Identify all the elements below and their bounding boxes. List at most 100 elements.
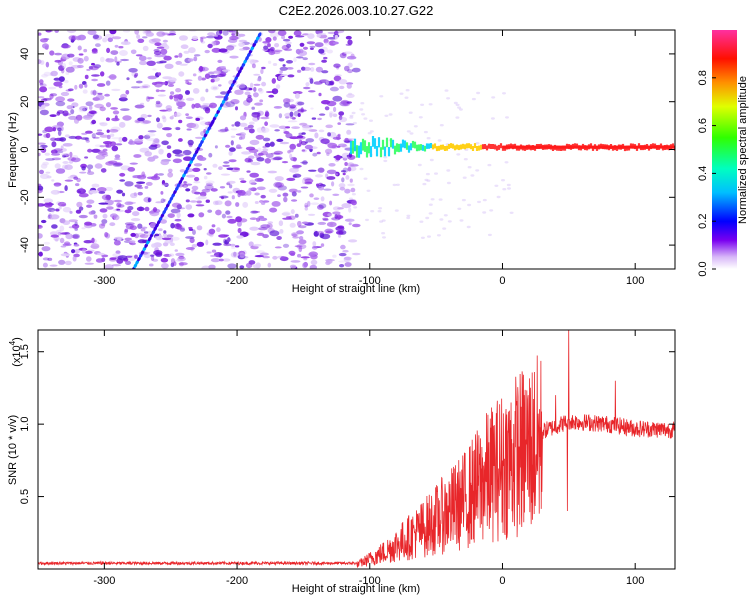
spectrogram-noise-cell bbox=[162, 116, 167, 123]
spectrogram-noise-cell bbox=[302, 57, 309, 61]
spectrogram-noise-cell bbox=[43, 241, 51, 245]
spectrogram-noise-cell bbox=[86, 164, 94, 170]
spectrogram-noise-cell bbox=[344, 162, 348, 166]
spectrogram-noise-cell bbox=[332, 95, 343, 102]
spectrogram-noise-cell bbox=[99, 208, 108, 213]
colorbar: 0.0 0.2 0.4 0.6 0.8 Normalized spectral ampl… bbox=[697, 30, 749, 277]
spectrogram-noise-cell bbox=[127, 167, 136, 172]
spectrogram-noise-cell bbox=[78, 46, 82, 51]
spectrogram-noise-cell bbox=[281, 44, 290, 51]
spectrogram-noise-cell bbox=[87, 148, 93, 153]
spectrogram-noise-cell bbox=[175, 60, 182, 65]
spectrogram-noise-cell bbox=[83, 240, 93, 244]
spectrogram-noise-cell bbox=[157, 173, 164, 176]
spectrogram-noise-cell bbox=[134, 104, 145, 109]
spectrogram-noise-cell bbox=[302, 160, 308, 165]
spectrogram-noise-cell bbox=[160, 257, 169, 263]
spectrogram-noise-cell bbox=[177, 256, 186, 262]
spectrogram-noise-cell bbox=[136, 34, 141, 39]
spectrogram-noise-cell bbox=[122, 115, 132, 121]
x-tick-label: -100 bbox=[359, 275, 381, 287]
spectrogram-noise-cell bbox=[117, 209, 124, 213]
spectrogram-noise-cell bbox=[252, 243, 262, 247]
spectrogram-noise-cell bbox=[338, 183, 346, 188]
spectrogram-noise-cell bbox=[304, 181, 313, 185]
x-tick-label: -200 bbox=[226, 575, 248, 587]
spectrogram-noise-cell bbox=[164, 63, 174, 69]
spectrogram-noise-cell bbox=[49, 114, 57, 117]
spectrogram-noise-cell bbox=[105, 58, 115, 63]
spectrogram-noise-cell bbox=[301, 124, 312, 129]
spectrogram-noise-cell bbox=[313, 231, 319, 237]
spectrogram-noise-cell bbox=[456, 153, 461, 156]
spectrogram-noise-cell bbox=[333, 63, 341, 68]
spectrogram-noise-cell bbox=[62, 161, 69, 164]
spectrogram-noise-cell bbox=[144, 253, 151, 259]
spectrogram-noise-cell bbox=[281, 212, 290, 216]
spectrogram-noise-cell bbox=[198, 212, 205, 218]
spectrogram-noise-cell bbox=[292, 236, 300, 239]
spectrogram-noise-cell bbox=[203, 106, 210, 111]
spectrogram-noise-cell bbox=[230, 140, 234, 146]
spectrogram-noise-cell bbox=[84, 221, 93, 226]
spectrogram-noise-cell bbox=[64, 260, 72, 266]
spectrogram-track-cell bbox=[257, 32, 262, 38]
spectrogram-noise-cell bbox=[298, 239, 307, 245]
spectrogram-noise-cell bbox=[325, 230, 333, 234]
spectrogram-noise-cell bbox=[161, 42, 168, 48]
spectrogram-noise-cell bbox=[273, 106, 283, 109]
spectrogram-noise-cell bbox=[323, 38, 329, 44]
spectrogram-noise-cell bbox=[282, 64, 286, 67]
spectrogram-noise-cell bbox=[347, 166, 352, 172]
x-tick-label: -300 bbox=[93, 275, 115, 287]
snr-x-label: Height of straight line (km) bbox=[292, 583, 420, 595]
spectrogram-noise-cell bbox=[338, 111, 345, 116]
spectrogram-noise-cell bbox=[118, 97, 128, 102]
spectrogram-noise-cell bbox=[147, 75, 157, 80]
spectrogram-noise-cell bbox=[289, 143, 297, 150]
spectrogram-noise-cell bbox=[205, 180, 215, 184]
spectrogram-noise-cell bbox=[272, 36, 277, 41]
spectrogram-noise-cell bbox=[278, 113, 283, 119]
spectrogram-noise-cell bbox=[475, 142, 480, 145]
spectrogram-noise-cell bbox=[156, 122, 163, 129]
spectrogram-noise-cell bbox=[295, 135, 306, 140]
spectrogram-noise-cell bbox=[208, 264, 216, 269]
spectrogram-noise-cell bbox=[179, 35, 188, 41]
spectrogram-noise-cell bbox=[138, 55, 147, 61]
spectrogram-noise-cell bbox=[317, 167, 325, 173]
spectrogram-noise-cell bbox=[289, 148, 294, 153]
spectrogram-noise-cell bbox=[211, 249, 217, 253]
spectrogram-signal-cell bbox=[457, 145, 461, 151]
spectrogram-noise-cell bbox=[406, 214, 411, 217]
spectrogram-noise-cell bbox=[124, 201, 134, 206]
spectrogram-noise-cell bbox=[256, 217, 260, 222]
spectrogram-noise-cell bbox=[194, 136, 204, 139]
spectrogram-noise-cell bbox=[274, 176, 284, 182]
spectrogram-noise-cell bbox=[245, 190, 252, 196]
spectrogram-noise-cell bbox=[246, 170, 251, 173]
spectrogram-noise-cell bbox=[115, 250, 121, 254]
spectrogram-noise-cell bbox=[446, 97, 451, 100]
spectrogram-noise-cell bbox=[206, 35, 216, 39]
spectrogram-noise-cell bbox=[230, 99, 240, 105]
spectrogram-noise-cell bbox=[288, 105, 297, 111]
spectrogram-noise-cell bbox=[99, 122, 105, 125]
spectrogram-noise-cell bbox=[234, 245, 240, 248]
spectrogram-signal-cell bbox=[479, 144, 483, 150]
spectrogram-signal-cell bbox=[455, 144, 459, 150]
spectrogram-noise-cell bbox=[153, 50, 162, 56]
spectrogram-noise-cell bbox=[208, 228, 216, 235]
spectrogram-noise-cell bbox=[221, 69, 231, 72]
spectrogram-signal-cell bbox=[443, 146, 447, 151]
spectrogram-noise-cell bbox=[57, 232, 62, 236]
spectrogram-noise-cell bbox=[345, 123, 355, 126]
spectrogram-noise-cell bbox=[211, 47, 221, 53]
spectrogram-noise-cell bbox=[340, 99, 350, 105]
spectrogram-signal-cell bbox=[371, 136, 375, 147]
spectrogram-noise-cell bbox=[215, 209, 222, 216]
spectrogram-noise-cell bbox=[336, 215, 344, 219]
spectrogram-noise-cell bbox=[252, 264, 261, 269]
spectrogram-noise-cell bbox=[77, 64, 84, 69]
spectrogram-noise-cell bbox=[226, 45, 235, 51]
